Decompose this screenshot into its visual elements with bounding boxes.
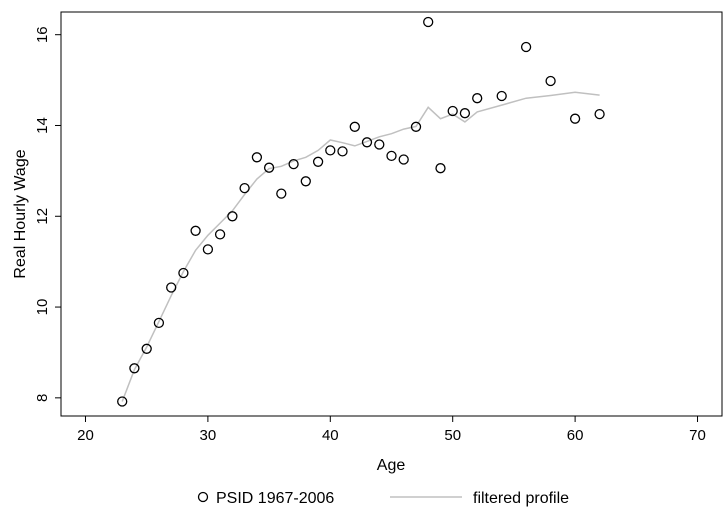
data-point [435, 163, 446, 174]
data-point [190, 225, 201, 236]
data-point [545, 75, 556, 87]
data-point [214, 229, 226, 240]
filtered-profile-line [121, 91, 600, 402]
data-point [349, 121, 360, 132]
y-tick-label: 16 [34, 26, 51, 43]
y-axis-title: Real Hourly Wage [12, 149, 29, 278]
data-point [410, 121, 422, 132]
x-axis-title: Age [377, 457, 406, 474]
data-point [153, 317, 165, 329]
data-point [288, 158, 299, 170]
profile-line-layer [121, 91, 600, 402]
data-point [520, 41, 532, 53]
y-tick-label: 14 [34, 117, 51, 134]
legend-label-points: PSID 1967-2006 [216, 490, 334, 507]
data-point [337, 146, 348, 157]
data-point [594, 108, 605, 120]
data-point [129, 363, 140, 374]
x-tick-label: 30 [200, 427, 217, 444]
data-point [569, 113, 581, 124]
x-tick-label: 60 [567, 427, 584, 444]
data-point [398, 154, 409, 165]
data-point [263, 162, 275, 173]
data-point [276, 188, 287, 199]
y-tick-label: 10 [34, 299, 51, 316]
data-point [202, 244, 214, 255]
data-point [386, 150, 397, 162]
data-point [251, 152, 263, 163]
legend-label-profile: filtered profile [473, 490, 569, 507]
y-axis-ticks: 8 10 12 14 16 [34, 26, 61, 402]
x-axis-ticks: 20 30 40 50 60 70 [77, 416, 706, 444]
x-tick-label: 50 [444, 427, 461, 444]
data-point [117, 396, 128, 407]
data-point [423, 16, 434, 28]
data-point [227, 211, 238, 222]
y-tick-label: 8 [34, 394, 51, 402]
plot-frame [60, 11, 723, 417]
x-tick-label: 20 [77, 427, 94, 444]
data-point [178, 267, 189, 279]
legend-marker-points [197, 491, 209, 503]
x-tick-label: 40 [322, 427, 339, 444]
data-point [325, 145, 336, 156]
data-point [300, 176, 311, 187]
data-point [374, 139, 385, 150]
scatter-points-layer [117, 16, 605, 407]
data-point [496, 90, 507, 102]
data-point [141, 343, 152, 354]
data-point [459, 108, 471, 119]
data-point [239, 182, 250, 194]
legend: PSID 1967-2006 filtered profile [197, 490, 569, 507]
data-point [472, 93, 483, 104]
data-point [447, 105, 458, 117]
data-point [361, 137, 373, 148]
y-tick-label: 12 [34, 208, 51, 225]
data-point [312, 156, 324, 167]
x-tick-label: 70 [689, 427, 706, 444]
data-point [166, 282, 177, 293]
